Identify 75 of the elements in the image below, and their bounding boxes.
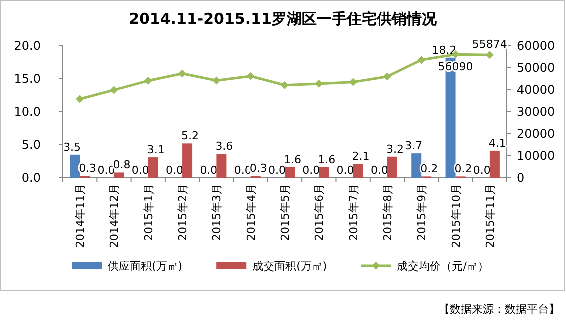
bar <box>319 167 330 178</box>
data-label: 5.2 <box>182 130 200 143</box>
data-label: 3.2 <box>386 142 404 156</box>
x-tick-label: 2015年11月 <box>484 184 497 248</box>
legend-label: 成交面积(万㎡) <box>252 260 328 273</box>
data-label: 0.2 <box>454 162 472 176</box>
text: 【数据来源：数据平台】 <box>439 303 560 316</box>
y2-tick-label: 0 <box>517 171 525 185</box>
data-label: 55874 <box>472 38 508 52</box>
point <box>349 78 358 86</box>
point <box>315 80 324 88</box>
point <box>110 86 118 94</box>
data-label: 0.0 <box>336 164 354 177</box>
point <box>418 56 426 64</box>
y-tick-label: 20.0 <box>14 39 41 53</box>
legend-label: 成交均价（元/㎡） <box>397 260 489 273</box>
x-tick-label: 2014年11月 <box>74 184 88 248</box>
bar <box>148 158 158 178</box>
point <box>383 72 392 81</box>
data-label: 0.0 <box>302 164 320 177</box>
point <box>246 72 255 80</box>
bar <box>70 154 80 178</box>
data-label: 3.5 <box>64 140 82 154</box>
y-tick-label: 5.0 <box>22 138 41 152</box>
x-tick-label: 2015年5月 <box>279 184 292 241</box>
x-tick-label: 2015年9月 <box>416 184 429 241</box>
point <box>281 81 289 90</box>
data-label: 0.0 <box>132 164 150 177</box>
data-label: 2.1 <box>352 150 370 164</box>
point <box>178 70 187 78</box>
x-tick-label: 2015年6月 <box>313 184 326 241</box>
x-tick-label: 2015年7月 <box>347 184 360 241</box>
bar <box>114 172 124 178</box>
data-label: 1.6 <box>284 153 302 166</box>
y-tick-label: 0.0 <box>22 171 41 185</box>
bar <box>182 144 193 178</box>
data-label: 0.3 <box>250 162 268 176</box>
chart-title: 2014.11-2015.11罗湖区一手住宅供销情况 <box>129 10 438 28</box>
data-label: 0.0 <box>370 164 388 177</box>
bar <box>216 154 227 178</box>
y2-tick-label: 40000 <box>517 83 556 97</box>
bar <box>285 167 295 178</box>
bar <box>353 164 364 178</box>
point <box>144 76 152 85</box>
x-tick-label: 2015年4月 <box>244 184 258 241</box>
data-label: 0.0 <box>268 164 286 177</box>
y2-tick-label: 10000 <box>517 149 556 163</box>
x-tick-label: 2014年12月 <box>108 184 122 248</box>
legend-label: 供应面积(万㎡) <box>108 260 183 273</box>
x-tick-label: 2015年3月 <box>210 184 224 241</box>
data-label: 4.1 <box>488 136 506 150</box>
x-tick-label: 2015年1月 <box>142 184 156 241</box>
bar <box>490 150 500 178</box>
data-label: 3.7 <box>405 140 423 153</box>
data-label: 0.0 <box>98 164 116 177</box>
y2-tick-label: 20000 <box>517 127 556 141</box>
x-tick-label: 2015年2月 <box>176 184 190 241</box>
x-tick-label: 2015年10月 <box>450 184 463 248</box>
y2-tick-label: 60000 <box>517 39 556 53</box>
y2-tick-label: 30000 <box>517 105 556 119</box>
y2-tick-label: 50000 <box>517 61 556 75</box>
x-tick-label: 2015年8月 <box>381 184 394 241</box>
data-label: 0.0 <box>473 164 491 177</box>
data-label: 3.6 <box>216 140 234 154</box>
data-label: 0.0 <box>200 164 218 177</box>
y-tick-label: 15.0 <box>14 72 41 86</box>
data-label: 3.1 <box>147 144 165 157</box>
data-label: 1.6 <box>318 153 336 166</box>
bar <box>412 154 422 178</box>
point <box>76 95 84 104</box>
point <box>212 76 221 85</box>
y-tick-label: 10.0 <box>14 105 41 119</box>
data-label: 0.8 <box>113 158 131 172</box>
data-label: 18.2 <box>432 44 457 57</box>
bar <box>387 156 398 178</box>
